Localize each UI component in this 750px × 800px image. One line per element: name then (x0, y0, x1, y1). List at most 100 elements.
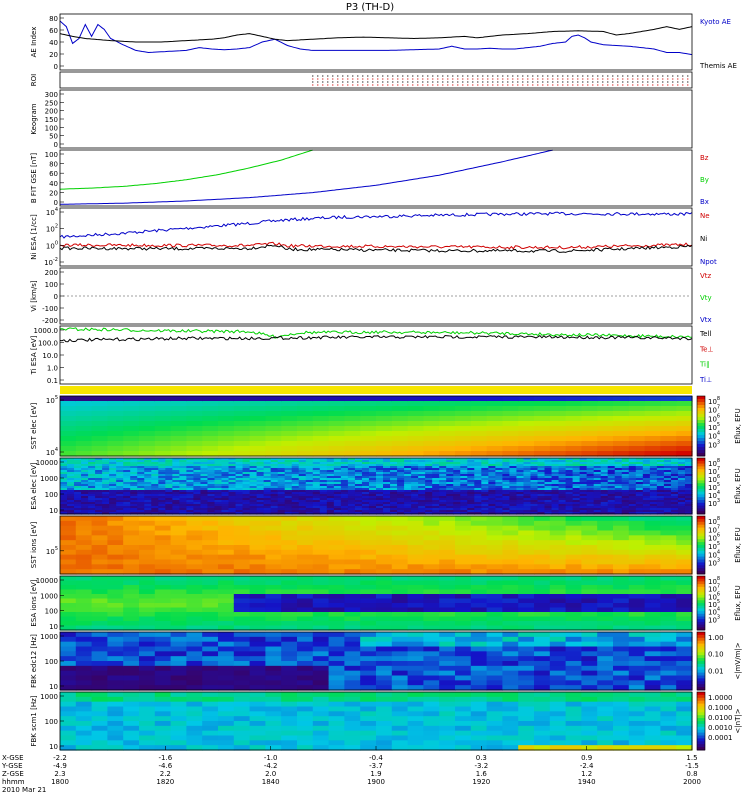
esa_e-cell (642, 492, 651, 495)
esa_i-cell (107, 616, 124, 622)
roi-flag-dot (487, 78, 489, 80)
esa_e-cell (572, 492, 581, 495)
sst_i-cell (423, 559, 440, 565)
esa_e-cell (439, 508, 447, 511)
sst_e-cell (376, 416, 393, 422)
esa_e-cell (228, 478, 237, 481)
esa_e-cell (579, 488, 588, 491)
sst_e-cell (628, 451, 646, 457)
esa_e-cell (523, 496, 532, 499)
sst_i-cell (75, 520, 93, 527)
sst_i-cell (597, 569, 614, 575)
fbk_b-cell (281, 680, 298, 686)
esa_e-cell (600, 460, 609, 463)
esa_e-cell (509, 502, 518, 505)
esa_e-cell (137, 478, 145, 481)
esa_e-cell (88, 470, 96, 473)
roi-flag-dot (657, 81, 659, 83)
esa_e-cell (221, 502, 230, 505)
esa_e-cell (551, 464, 560, 467)
colorbar-tick-label: 108 (708, 576, 720, 586)
esa_e-cell (256, 484, 265, 487)
sst_e-cell (597, 431, 614, 437)
esa_e-cell (670, 490, 679, 493)
esa_e-cell (361, 496, 370, 499)
sst_i-cell (344, 564, 361, 570)
esa_e-cell (137, 468, 145, 471)
esa_e-cell (544, 506, 553, 509)
roi-flag-dot (517, 78, 519, 80)
sst_i-cell (534, 520, 551, 527)
esa_e-cell (530, 512, 539, 515)
esa_e-cell (333, 488, 342, 491)
sst_e-colorbar-step (697, 417, 705, 421)
esa_i-cell (549, 589, 567, 595)
sst_i-cell (407, 535, 424, 541)
roi-flag-dot (357, 78, 359, 80)
esa_e-cell (298, 510, 307, 513)
esa_e-cell (207, 504, 216, 507)
esa_e-cell (354, 502, 363, 505)
esa_i-cell (597, 612, 614, 618)
esa_e-cell (607, 504, 616, 507)
esa_e-cell (376, 472, 384, 475)
esa_e-cell (179, 482, 187, 485)
esa_e-cell (439, 488, 447, 491)
esa_e-cell (677, 492, 686, 495)
fbk_b-cell (439, 670, 456, 677)
esa_e-cell (649, 494, 658, 497)
esa_e-cell (502, 470, 511, 473)
esa_e-cell (656, 512, 665, 515)
esa_e-cell (81, 506, 89, 509)
esa_e-cell (74, 464, 82, 467)
sst_i-cell (186, 520, 203, 527)
esa_e-cell (509, 504, 518, 507)
sst_i-cell (597, 549, 614, 556)
vi-zero-dot (235, 295, 237, 297)
fbk_b-cell (154, 651, 172, 657)
esa_e-cell (95, 462, 103, 465)
sst_e-cell (376, 401, 393, 407)
fbk_b-cell (328, 661, 345, 667)
roi-flag-dot (562, 81, 564, 83)
sst_i-cell (249, 569, 266, 575)
esa_e-cell (600, 504, 609, 507)
esa_e-cell (165, 502, 173, 505)
esa_e-cell (109, 470, 117, 473)
sst_e-cell (439, 401, 456, 407)
sst_e-cell (154, 441, 172, 447)
esa_e-cell (383, 480, 391, 483)
sst_e-cell (565, 431, 582, 437)
esa_e-cell (354, 474, 363, 477)
series-themisae-line (59, 26, 693, 43)
roi-flag-dot (617, 78, 619, 80)
esa_e-cell (333, 504, 342, 507)
fbk_b-cell (360, 656, 377, 662)
esa_e-cell (221, 496, 230, 499)
roi-flag-dot (532, 78, 534, 80)
esa_i-cell (186, 585, 203, 591)
esa_e-cell (404, 486, 412, 489)
esa_e-cell (333, 482, 342, 485)
esa_e-cell (123, 484, 131, 487)
esa_e-cell (333, 484, 342, 487)
sst_e-cell (281, 416, 298, 422)
esa_e-cell (235, 504, 244, 507)
esa_i-cell (628, 621, 646, 627)
esa_i-cell (123, 585, 140, 591)
sst_e-cell (107, 406, 124, 412)
esa_e-cell (158, 482, 166, 485)
esa_e-cell (179, 484, 187, 487)
esa_i-cell (502, 576, 519, 582)
esa_e-cell (130, 510, 138, 513)
esa_e-cell (418, 498, 426, 501)
esa_e-cell (88, 494, 96, 497)
esa_i-cell (628, 580, 646, 586)
esa_e-cell (179, 458, 187, 461)
esa_e-cell (495, 494, 503, 497)
fbk_b-cell (391, 656, 409, 662)
vi-zero-dot (359, 295, 361, 297)
esa_e-cell (88, 498, 96, 501)
esa_i-colorbar-step (697, 592, 705, 596)
esa_e-cell (460, 474, 468, 477)
